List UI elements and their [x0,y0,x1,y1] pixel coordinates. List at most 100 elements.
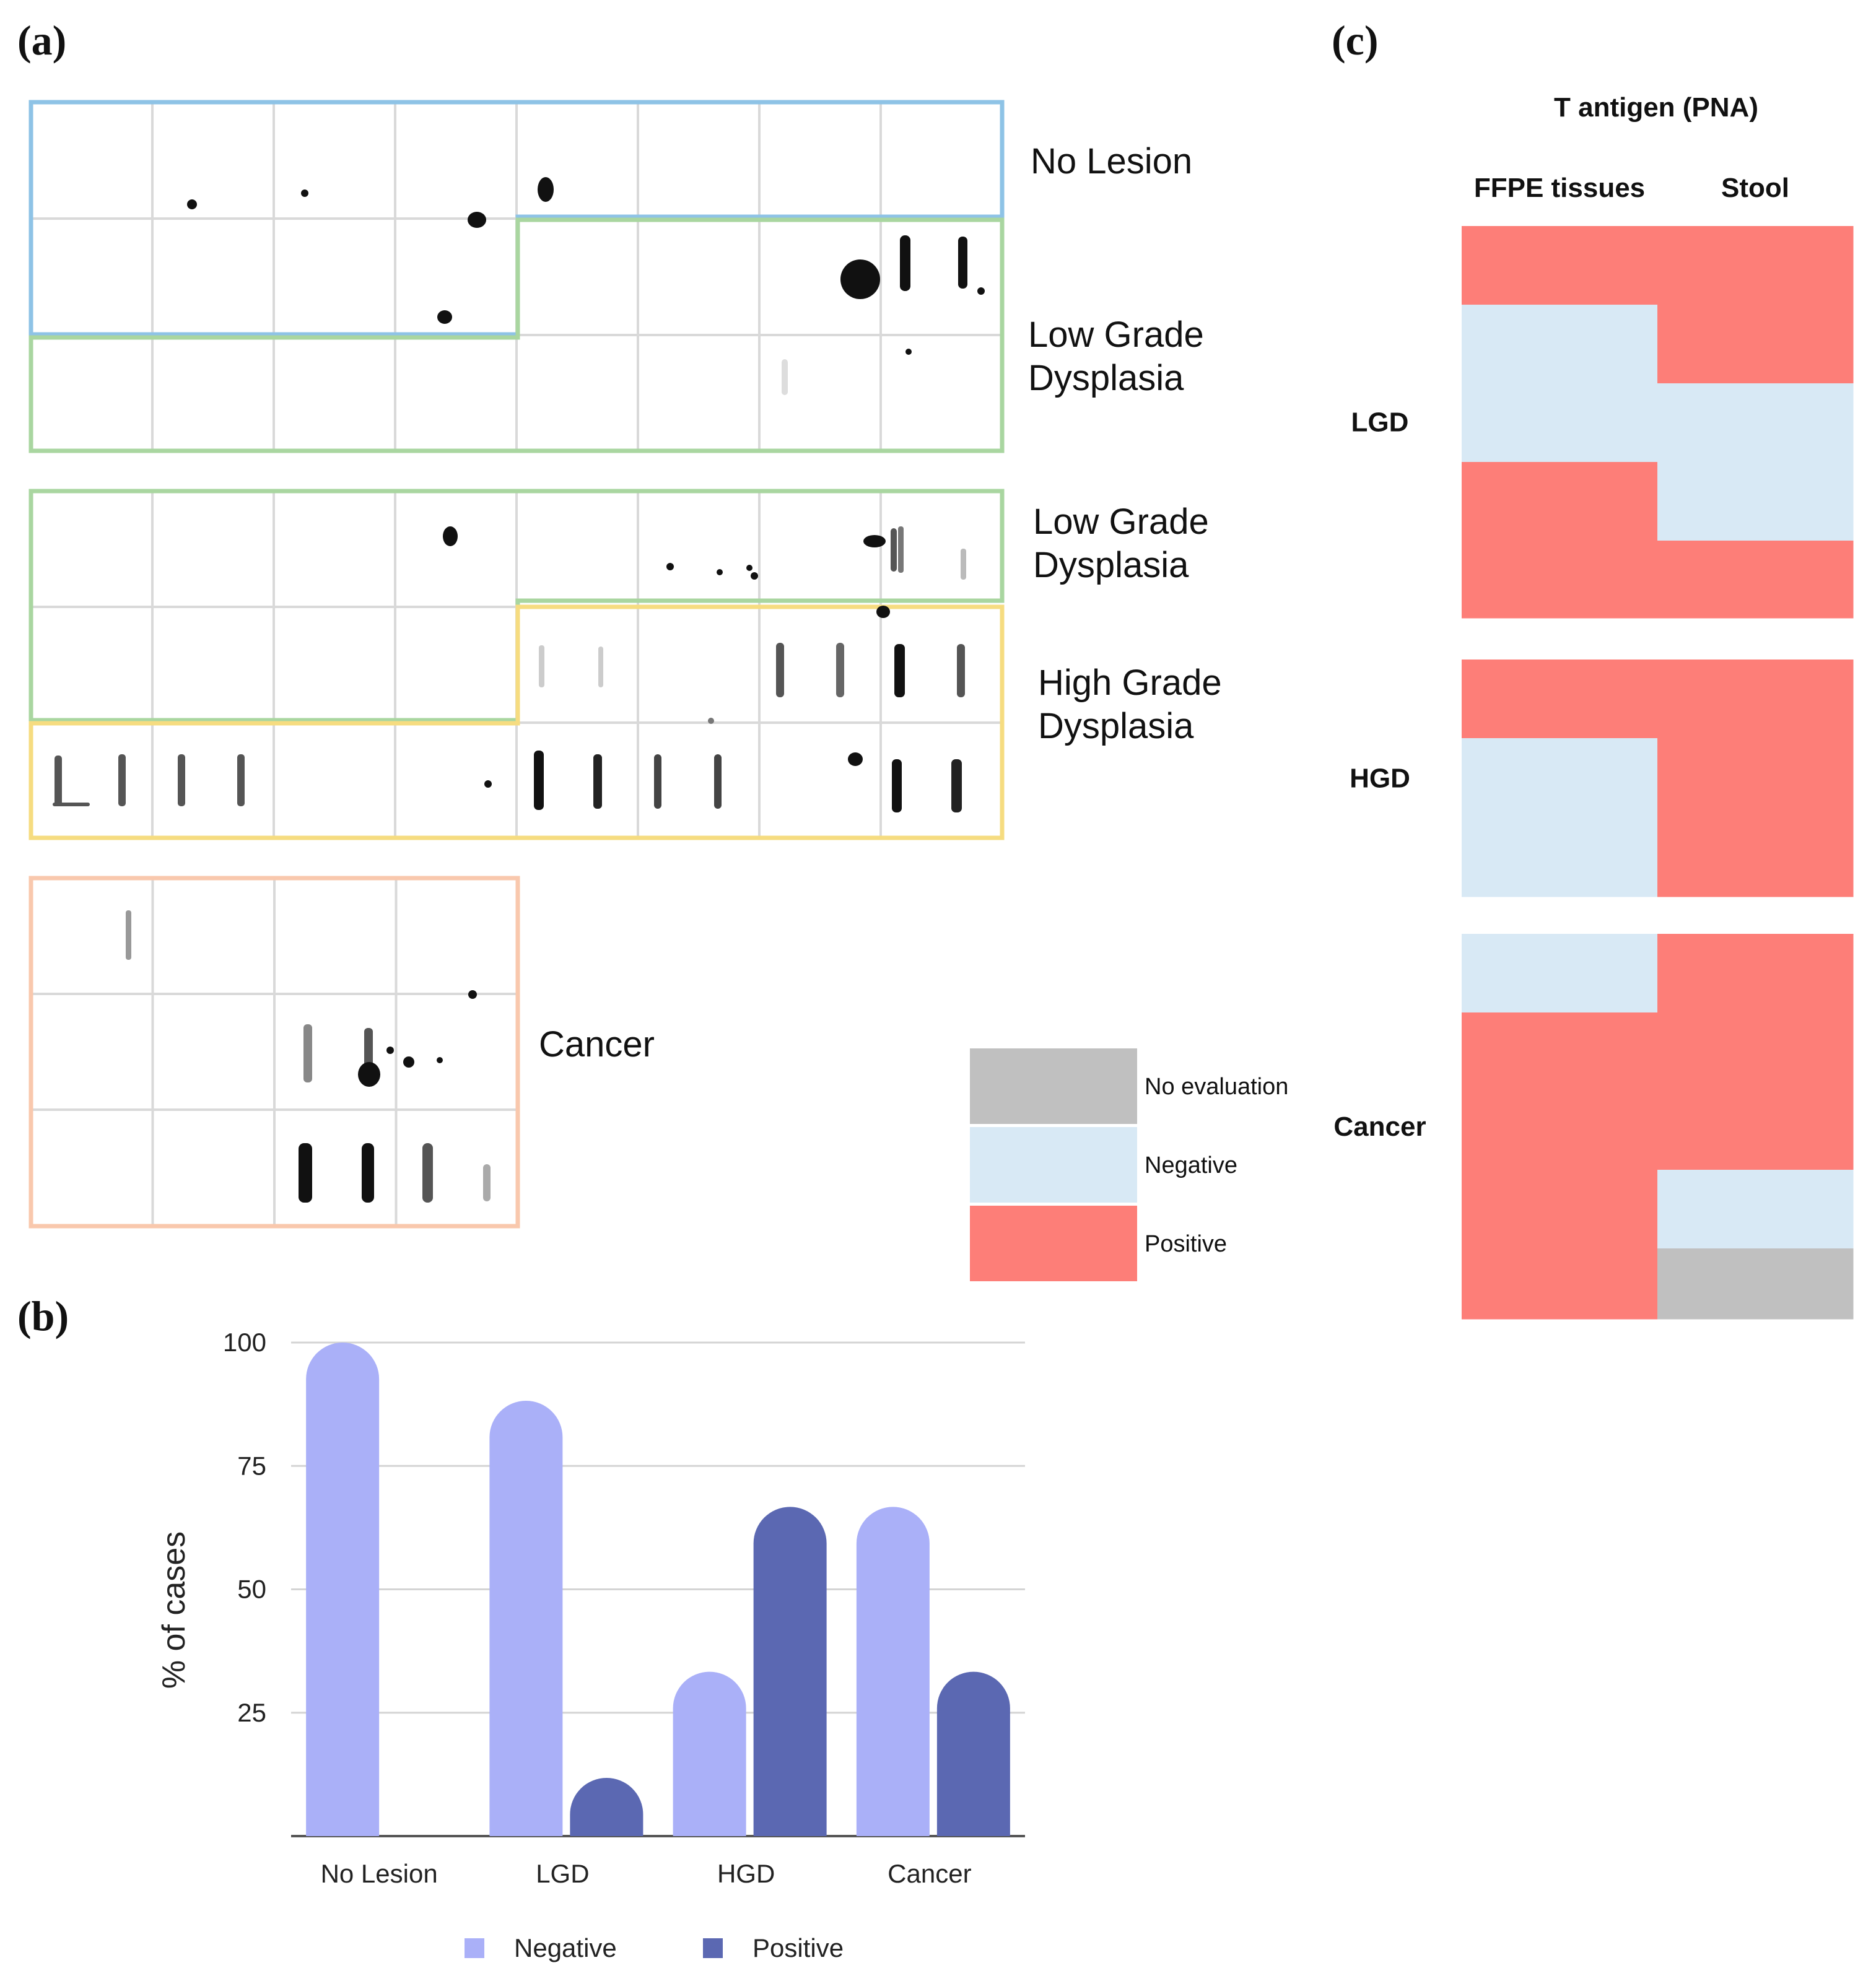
y-tick-label: 25 [237,1698,266,1727]
blot-spot [386,1047,394,1054]
heatmap-cell [1462,383,1658,463]
blot-spot [468,990,477,999]
blot-streak [534,751,544,810]
y-tick-label: 100 [223,1328,266,1357]
blot-spot [666,563,674,570]
row-group-label: LGD [1351,407,1409,438]
blot-streak [951,759,962,812]
label-lgd-2-line2: Dysplasia [1033,545,1189,585]
heatmap-cell [1462,305,1658,384]
blot-streak [483,1164,491,1201]
label-lgd-2-line1: Low Grade [1033,502,1209,542]
x-tick-label: Cancer [888,1859,971,1888]
blot-spot [437,1057,443,1063]
blot-streak [898,526,904,573]
blot-spots [53,177,985,1203]
blot-streak [303,1024,312,1082]
heatmap-cell [1657,305,1854,384]
blot-spot [751,572,758,580]
column-header: Stool [1721,173,1789,203]
blot-streak [178,754,185,806]
heatmap-cell [1462,226,1658,305]
hgd-outline [28,604,1005,840]
heatmap-cell [1657,1248,1854,1320]
blot-streak [593,754,602,809]
bar-positive-lgd [570,1777,644,1836]
heatmap-cell [1657,1170,1854,1249]
cancer-outline [28,876,520,1229]
row-group-label: Cancer [1333,1112,1426,1142]
blot-spot [468,212,486,228]
heatmap-legend: No evaluation Negative Positive [970,1048,1288,1281]
heatmap-cell [1462,934,1658,1013]
no-lesion-outline [28,100,1005,337]
blot-spot [484,780,492,788]
legend-label: No evaluation [1145,1074,1288,1100]
blot-streak [539,645,544,687]
blot-streak [118,754,126,806]
heatmap-cell [1462,817,1658,897]
x-tick-label: HGD [717,1859,775,1888]
heatmap-cell [1657,383,1854,463]
blot-spot [905,349,912,355]
bar-negative-no-lesion [306,1343,380,1836]
legend-label-negative: Negative [514,1933,617,1962]
blot-streak [961,549,966,580]
label-hgd-line1: High Grade [1038,663,1222,703]
bar-positive-hgd [753,1507,827,1836]
heatmap-cell [1657,1012,1854,1092]
lgd-outline-1 [28,217,1005,453]
legend-swatch-positive [703,1938,723,1958]
blot-streak [598,647,603,687]
y-tick-label: 50 [237,1575,266,1604]
blot-streak [900,235,910,291]
blot-streak [892,759,902,812]
label-lgd-1-line1: Low Grade [1028,315,1204,355]
label-lgd-1-line2: Dysplasia [1028,358,1184,398]
legend-swatch-negative [465,1938,484,1958]
label-cancer: Cancer [539,1024,655,1065]
heatmap-cell [1657,817,1854,897]
heatmap-cell [1657,738,1854,817]
heatmap: T antigen (PNA) FFPE tissues Stool LGD HGD C… [1333,92,1854,1320]
blot-streak [422,1143,433,1203]
blot-streak [782,359,788,395]
blot-spot [403,1056,414,1068]
label-no-lesion: No Lesion [1031,141,1192,181]
blot-streak [957,644,965,697]
legend-label: Positive [1145,1231,1227,1257]
blot-streak [654,754,661,809]
panel-c-label: (c) [1332,17,1378,64]
heatmap-cell [1657,934,1854,1013]
blot-streak [891,528,897,572]
blot-streak [53,803,90,806]
legend-swatch [970,1206,1137,1281]
y-axis-label: % of cases [156,1531,192,1689]
blot-spot [977,287,985,295]
bar-negative-lgd [489,1401,563,1836]
heatmap-title: T antigen (PNA) [1554,92,1758,123]
blot-streak [126,910,131,960]
blot-streak [299,1143,312,1203]
heatmap-cell [1462,1248,1658,1320]
row-group-label: HGD [1350,764,1410,794]
panel-b-label: (b) [17,1292,69,1339]
bar-chart: % of cases 25 50 75 100 No Lesion LGD HGD Cance… [156,1328,1025,1962]
blot-spot [301,189,308,197]
blot-streak [55,755,62,806]
blot-streak [958,237,967,289]
blot-streak [237,754,245,806]
heatmap-cell [1462,738,1658,817]
x-tick-label: LGD [536,1859,589,1888]
blot-spot [848,752,863,766]
blot-streak [776,643,784,697]
bar-negative-hgd [673,1671,746,1836]
blot-streak [894,644,905,697]
blot-spot [443,526,458,546]
bar-positive-cancer [936,1671,1010,1836]
label-hgd-line2: Dysplasia [1038,706,1194,746]
lgd-outline-2 [28,489,1005,723]
blot-spot [876,606,890,618]
